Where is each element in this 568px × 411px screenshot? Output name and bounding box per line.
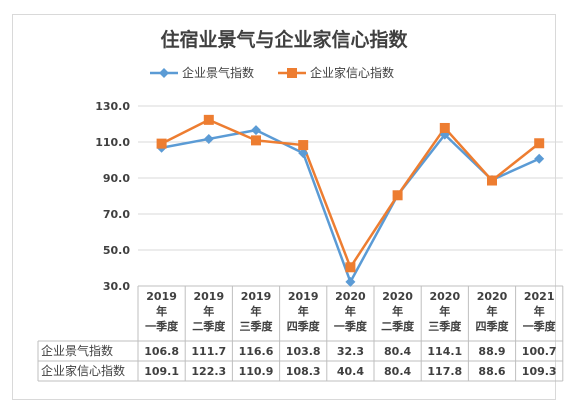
data-point-square	[156, 138, 167, 149]
data-point-diamond	[534, 153, 545, 164]
table-cell: 100.7	[522, 345, 557, 358]
data-point-square	[345, 262, 356, 273]
data-table: 2019 年一季度 2019 年二季度 2019 年三季度 2019 年四季度 2020 年一季度…	[37, 285, 564, 382]
y-axis: 30.0 50.0 70.0 90.0 110.0 130.0	[95, 100, 130, 293]
data-point-square	[392, 190, 403, 201]
legend-label-1: 企业景气指数	[182, 65, 254, 80]
data-point-diamond	[203, 133, 214, 144]
plot-area	[156, 114, 545, 287]
table-cell: 108.3	[286, 365, 321, 378]
table-cell: 32.3	[337, 345, 364, 358]
category-label: 2020 年三季度	[428, 290, 462, 333]
legend-label-2: 企业家信心指数	[310, 65, 394, 80]
category-label: 2020 年一季度	[334, 290, 368, 333]
table-cell: 111.7	[191, 345, 226, 358]
category-label: 2020 年二季度	[381, 290, 415, 333]
legend-marker-square-icon	[287, 68, 297, 78]
table-cell: 114.1	[427, 345, 462, 358]
y-tick-label: 130.0	[95, 100, 130, 113]
data-point-diamond	[345, 276, 356, 287]
table-cell: 110.9	[239, 365, 274, 378]
series-line-1	[161, 128, 540, 284]
category-label: 2019 年三季度	[240, 290, 274, 333]
table-row-header-1: 企业景气指数	[41, 343, 113, 358]
category-label: 2021 年一季度	[523, 290, 557, 333]
y-tick-label: 90.0	[103, 172, 130, 185]
y-tick-label: 110.0	[95, 136, 130, 149]
legend: 企业景气指数 企业家信心指数	[150, 65, 394, 80]
y-tick-label: 70.0	[103, 208, 130, 221]
data-point-square	[251, 135, 261, 146]
y-tick-label: 50.0	[103, 244, 130, 257]
category-label: 2019 年四季度	[287, 290, 321, 333]
data-point-diamond	[298, 148, 309, 159]
table-cell: 80.4	[384, 345, 411, 358]
chart-frame	[12, 14, 556, 400]
table-cell: 88.9	[478, 345, 505, 358]
table-cell: 116.6	[239, 345, 274, 358]
data-point-diamond	[251, 125, 261, 136]
category-label: 2019 年二季度	[192, 290, 226, 333]
table-cell: 106.8	[144, 345, 179, 358]
chart-title: 住宿业景气与企业家信心指数	[160, 28, 408, 51]
legend-marker-diamond-icon	[159, 68, 169, 78]
table-row-header-2: 企业家信心指数	[41, 363, 125, 378]
data-point-square	[298, 140, 309, 151]
table-cell: 103.8	[286, 345, 321, 358]
data-point-square	[439, 122, 450, 133]
data-point-square	[203, 114, 214, 125]
data-point-square	[534, 138, 545, 149]
table-cell: 109.3	[522, 365, 557, 378]
table-cell: 117.8	[427, 365, 462, 378]
table-cell: 80.4	[384, 365, 411, 378]
table-cell: 40.4	[337, 365, 364, 378]
y-tick-label: 30.0	[103, 280, 130, 293]
gridlines	[138, 105, 563, 287]
data-point-square	[487, 175, 497, 186]
category-label: 2020 年四季度	[476, 290, 510, 333]
table-cell: 109.1	[144, 365, 179, 378]
table-cell: 122.3	[191, 365, 226, 378]
category-label: 2019 年一季度	[145, 290, 179, 333]
table-cell: 88.6	[478, 365, 505, 378]
